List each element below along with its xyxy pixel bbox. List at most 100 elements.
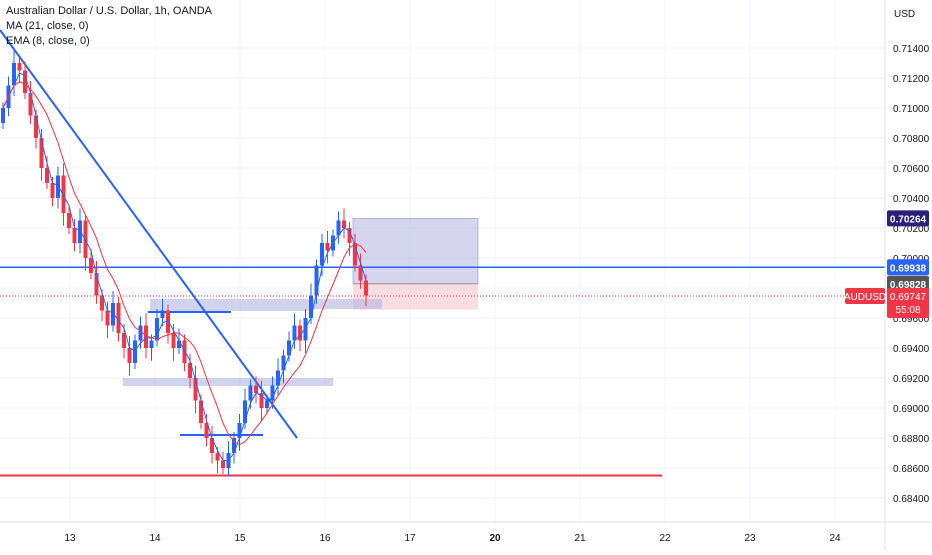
price-tick-label: 0.71200 xyxy=(893,74,930,85)
candle-body xyxy=(254,385,258,393)
resistance-zone-right xyxy=(312,299,382,309)
price-tick-label: 0.68400 xyxy=(893,494,930,505)
support-zone xyxy=(123,378,333,386)
price-label-text: 0.69938 xyxy=(890,263,927,274)
time-tick-label: 21 xyxy=(574,533,586,544)
ema-line xyxy=(2,72,367,461)
candle-body xyxy=(17,63,22,71)
time-tick-label: 20 xyxy=(489,533,501,544)
candle-body xyxy=(347,228,352,243)
candle-body xyxy=(177,340,181,348)
price-label-text: 0.69828 xyxy=(890,280,927,291)
candle-body xyxy=(67,213,71,228)
price-label-box xyxy=(887,259,929,276)
candle-body xyxy=(353,243,357,266)
candle-body xyxy=(215,453,220,461)
price-tick-label: 0.68600 xyxy=(893,464,930,475)
candle-body xyxy=(94,273,99,296)
price-labels: 0.702640.699380.698280.69656AUDUSD0.6974… xyxy=(844,210,929,318)
candle-body xyxy=(243,400,247,423)
candle-body xyxy=(358,265,363,281)
candle-body xyxy=(39,138,44,168)
time-tick-label: 16 xyxy=(319,533,331,544)
symbol-title[interactable]: Australian Dollar / U.S. Dollar, 1h, OAN… xyxy=(6,5,213,17)
symbol-tag-box xyxy=(845,287,885,304)
time-tick-label: 17 xyxy=(404,533,416,544)
candle-body xyxy=(336,220,341,236)
candle-body xyxy=(160,310,165,318)
candle-body xyxy=(270,385,275,401)
symbol-tag-text: AUDUSD xyxy=(844,292,886,303)
ma-indicator-label[interactable]: MA (21, close, 0) xyxy=(6,20,89,32)
candle-body xyxy=(166,310,170,333)
ma-line xyxy=(2,81,367,446)
price-tick-label: 0.71000 xyxy=(893,104,930,115)
axis-currency-label: USD xyxy=(894,9,915,20)
candle-body xyxy=(364,280,368,296)
price-label-text: 0.70264 xyxy=(890,214,927,225)
candle-body xyxy=(72,228,77,243)
candle-body xyxy=(138,325,143,341)
candle-body xyxy=(45,168,49,183)
candle-body xyxy=(50,183,55,198)
candle-body xyxy=(122,333,126,348)
chart-drawings xyxy=(0,29,885,477)
blue-line-price-label: 0.69938 xyxy=(887,259,929,276)
countdown-text: 55:08 xyxy=(895,305,920,316)
price-tick-label: 0.71400 xyxy=(893,44,930,55)
candle-body xyxy=(171,333,176,348)
time-tick-label: 24 xyxy=(829,533,841,544)
candle-body xyxy=(155,318,159,341)
candle-body xyxy=(314,265,319,296)
ema-indicator-label[interactable]: EMA (8, close, 0) xyxy=(6,35,90,47)
price-tick-label: 0.69000 xyxy=(893,404,930,415)
current-price-tag: AUDUSD 0.69747 55:08 xyxy=(844,287,929,318)
time-axis[interactable]: 13 14 15 16 17 20 21 22 23 24 xyxy=(0,521,932,544)
price-label-box xyxy=(887,275,929,292)
candle-body xyxy=(248,385,253,401)
price-tick-label: 0.69400 xyxy=(893,344,930,355)
descending-trendline xyxy=(0,29,298,439)
candle-body xyxy=(221,460,225,468)
candle-body xyxy=(320,243,324,266)
candle-body xyxy=(78,220,82,243)
candle-body xyxy=(28,93,33,116)
current-price-box xyxy=(887,287,929,318)
candle-body xyxy=(342,220,346,228)
entry-price-label: 0.69828 xyxy=(887,275,929,292)
candle-body xyxy=(1,108,5,123)
candle-body xyxy=(182,340,187,363)
indicator-overlays xyxy=(2,72,367,461)
price-tick-label: 0.70800 xyxy=(893,134,930,145)
candle-body xyxy=(292,325,297,341)
candle-body xyxy=(237,423,242,438)
candle-body xyxy=(89,258,93,273)
candle-body xyxy=(144,325,148,348)
price-label-box xyxy=(887,210,929,227)
time-tick-label: 14 xyxy=(149,533,161,544)
candle-body xyxy=(56,175,60,198)
candle-body xyxy=(133,340,137,363)
candle-body xyxy=(259,393,264,408)
current-price-text: 0.69747 xyxy=(890,292,927,303)
candle-body xyxy=(193,378,198,401)
candle-body xyxy=(23,70,27,93)
candle-body xyxy=(100,295,104,311)
candle-body xyxy=(149,340,154,348)
resistance-zone xyxy=(150,299,310,311)
candle-body xyxy=(265,400,269,408)
candle-body xyxy=(199,400,203,423)
candle-body xyxy=(303,318,308,341)
candle-body xyxy=(287,340,291,356)
candle-body xyxy=(204,423,209,438)
price-tick-label: 0.69600 xyxy=(893,314,930,325)
candle-body xyxy=(116,303,121,333)
position-profit-zone xyxy=(352,218,479,285)
candle-body xyxy=(309,295,313,318)
candle-body xyxy=(276,370,280,386)
candle-body xyxy=(188,363,192,378)
candle-body xyxy=(325,243,330,251)
candle-body xyxy=(83,220,88,258)
